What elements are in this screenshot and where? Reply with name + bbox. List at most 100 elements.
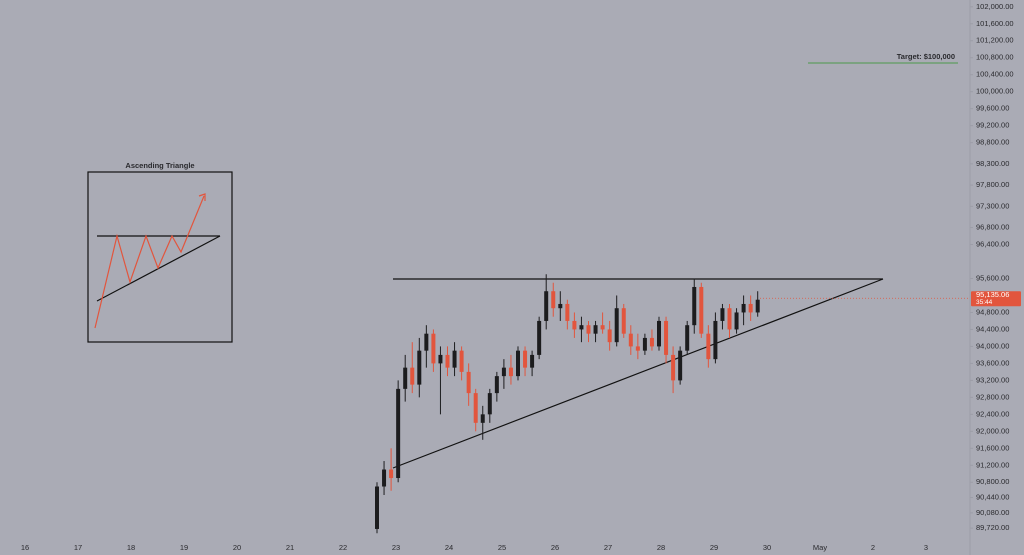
candle-body bbox=[628, 333, 633, 347]
candle-body bbox=[699, 286, 704, 334]
y-tick-label: 100,800.00 bbox=[976, 53, 1014, 62]
x-tick-label: 25 bbox=[498, 543, 506, 552]
candle-body bbox=[755, 299, 760, 313]
candle-body bbox=[375, 486, 379, 529]
candle-body bbox=[614, 308, 619, 343]
candle-body bbox=[494, 376, 499, 394]
support-line bbox=[392, 278, 884, 469]
candle-body bbox=[389, 469, 394, 479]
candle-body bbox=[741, 303, 746, 313]
y-tick-label: 100,400.00 bbox=[976, 70, 1014, 79]
y-tick-label: 93,600.00 bbox=[976, 358, 1009, 367]
candle-body bbox=[508, 367, 513, 377]
candle-body bbox=[382, 469, 387, 487]
last-price-label: 95,135.06 bbox=[976, 290, 1009, 299]
y-tick-label: 93,200.00 bbox=[976, 375, 1009, 384]
y-tick-label: 90,800.00 bbox=[976, 477, 1009, 486]
x-tick-label: 21 bbox=[286, 543, 294, 552]
last-price-box bbox=[971, 291, 1021, 307]
candle-body bbox=[600, 325, 605, 330]
candle-body bbox=[410, 367, 415, 385]
x-tick-label: May bbox=[813, 543, 827, 552]
x-tick-label: 22 bbox=[339, 543, 347, 552]
candle-body bbox=[692, 286, 697, 326]
y-tick-label: 92,000.00 bbox=[976, 426, 1009, 435]
candle-body bbox=[431, 333, 436, 364]
y-tick-label: 95,600.00 bbox=[976, 273, 1009, 282]
y-tick-label: 89,720.00 bbox=[976, 523, 1009, 532]
candle-body bbox=[424, 333, 429, 351]
candle-body bbox=[473, 393, 478, 423]
candle-body bbox=[621, 308, 626, 334]
y-tick-label: 94,800.00 bbox=[976, 307, 1009, 316]
candle-body bbox=[537, 320, 542, 355]
x-tick-label: 23 bbox=[392, 543, 400, 552]
y-tick-label: 92,800.00 bbox=[976, 392, 1009, 401]
candle-body bbox=[635, 346, 640, 351]
candle-body bbox=[403, 367, 408, 389]
candle-body bbox=[642, 337, 647, 351]
y-tick-label: 90,440.00 bbox=[976, 493, 1009, 502]
x-tick-label: 24 bbox=[445, 543, 453, 552]
candle-body bbox=[544, 291, 549, 321]
y-tick-label: 101,200.00 bbox=[976, 36, 1014, 45]
candle-body bbox=[685, 325, 690, 351]
y-tick-label: 101,600.00 bbox=[976, 19, 1014, 28]
candle-body bbox=[572, 320, 577, 330]
candle-body bbox=[565, 303, 570, 321]
y-tick-label: 96,400.00 bbox=[976, 240, 1009, 249]
y-tick-label: 92,400.00 bbox=[976, 409, 1009, 418]
candle-body bbox=[466, 371, 471, 394]
y-tick-label: 96,800.00 bbox=[976, 223, 1009, 232]
candle-body bbox=[523, 350, 528, 368]
candle-body bbox=[706, 333, 711, 360]
candle-body bbox=[720, 308, 725, 321]
y-tick-label: 94,000.00 bbox=[976, 341, 1009, 350]
y-tick-label: 100,000.00 bbox=[976, 87, 1014, 96]
candle-body bbox=[649, 337, 654, 347]
x-tick-label: 17 bbox=[74, 543, 82, 552]
candle-body bbox=[438, 354, 443, 364]
candle-body bbox=[657, 320, 661, 347]
inset-support bbox=[96, 235, 221, 302]
x-tick-label: 3 bbox=[924, 543, 928, 552]
x-tick-label: 28 bbox=[657, 543, 665, 552]
candle-body bbox=[551, 291, 556, 309]
candle-body bbox=[530, 354, 535, 368]
x-tick-label: 19 bbox=[180, 543, 188, 552]
candle-body bbox=[593, 325, 598, 334]
candle-body bbox=[727, 308, 732, 330]
candle-body bbox=[713, 320, 718, 360]
candle-body bbox=[480, 414, 485, 423]
candle-body bbox=[607, 329, 612, 343]
candle-body bbox=[664, 320, 669, 355]
candle-body bbox=[452, 350, 457, 368]
countdown: 35:44 bbox=[976, 299, 993, 306]
y-tick-label: 90,080.00 bbox=[976, 508, 1009, 517]
y-tick-label: 98,800.00 bbox=[976, 138, 1009, 147]
x-tick-label: 27 bbox=[604, 543, 612, 552]
candle-body bbox=[516, 350, 520, 377]
x-tick-label: 2 bbox=[871, 543, 875, 552]
x-tick-label: 20 bbox=[233, 543, 241, 552]
x-tick-label: 29 bbox=[710, 543, 718, 552]
y-tick-label: 98,300.00 bbox=[976, 159, 1009, 168]
candle-body bbox=[558, 303, 563, 309]
candle-body bbox=[417, 350, 422, 385]
y-tick-label: 99,600.00 bbox=[976, 104, 1009, 113]
inset-box bbox=[87, 171, 233, 343]
y-tick-label: 99,200.00 bbox=[976, 121, 1009, 130]
y-tick-label: 91,600.00 bbox=[976, 443, 1009, 452]
candle-body bbox=[579, 325, 584, 330]
y-tick-label: 97,300.00 bbox=[976, 201, 1009, 210]
candle-body bbox=[487, 393, 492, 415]
candle-body bbox=[396, 388, 401, 479]
x-tick-label: 18 bbox=[127, 543, 135, 552]
y-tick-label: 97,800.00 bbox=[976, 180, 1009, 189]
inset-path bbox=[94, 195, 205, 329]
target-label: Target: $100,000 bbox=[897, 52, 955, 61]
x-tick-label: 16 bbox=[21, 543, 29, 552]
